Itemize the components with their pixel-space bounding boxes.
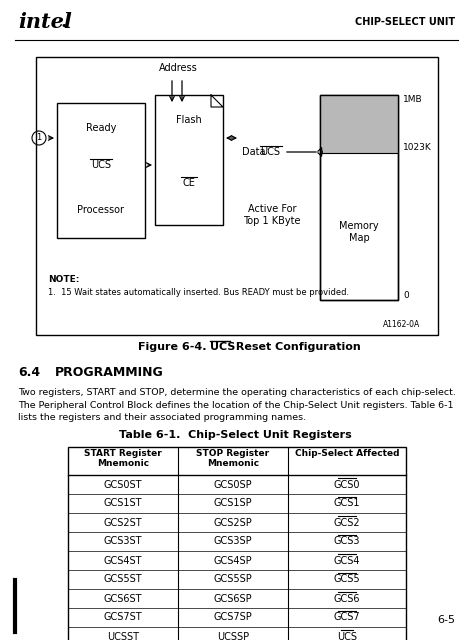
Text: GCS0ST: GCS0ST bbox=[104, 479, 142, 490]
Text: GCS4SP: GCS4SP bbox=[214, 556, 252, 566]
Text: GCS2: GCS2 bbox=[333, 518, 360, 527]
Text: UCS: UCS bbox=[210, 342, 236, 352]
Text: GCS1ST: GCS1ST bbox=[104, 499, 142, 509]
Text: intel: intel bbox=[18, 12, 72, 32]
Text: Flash: Flash bbox=[176, 115, 202, 125]
Text: 1MB: 1MB bbox=[403, 95, 422, 104]
Text: STOP Register
Mnemonic: STOP Register Mnemonic bbox=[196, 449, 269, 468]
Text: CE: CE bbox=[183, 178, 195, 188]
Text: GCS5SP: GCS5SP bbox=[214, 575, 252, 584]
Text: GCS2ST: GCS2ST bbox=[104, 518, 142, 527]
Text: GCS7ST: GCS7ST bbox=[104, 612, 142, 623]
Text: START Register
Mnemonic: START Register Mnemonic bbox=[84, 449, 162, 468]
Text: GCS6SP: GCS6SP bbox=[214, 593, 252, 604]
Text: GCS6ST: GCS6ST bbox=[104, 593, 142, 604]
Text: Memory
Map: Memory Map bbox=[339, 221, 379, 243]
Text: CHIP-SELECT UNIT: CHIP-SELECT UNIT bbox=[355, 17, 455, 27]
Text: 0: 0 bbox=[403, 291, 409, 300]
Text: 1023K: 1023K bbox=[403, 143, 432, 152]
Text: UCSSP: UCSSP bbox=[217, 632, 249, 640]
Text: Reset Configuration: Reset Configuration bbox=[232, 342, 361, 352]
Text: NOTE:: NOTE: bbox=[48, 275, 80, 284]
Text: UCS: UCS bbox=[337, 632, 357, 640]
Bar bbox=[68, 447, 406, 640]
Text: UCS: UCS bbox=[91, 160, 111, 170]
Text: A1162-0A: A1162-0A bbox=[383, 320, 420, 329]
Text: 6.4: 6.4 bbox=[18, 366, 40, 379]
Text: Ready: Ready bbox=[86, 123, 116, 133]
Text: lists the registers and their associated programming names.: lists the registers and their associated… bbox=[18, 413, 306, 422]
Text: Figure 6-4.: Figure 6-4. bbox=[138, 342, 214, 352]
Text: UCSST: UCSST bbox=[107, 632, 139, 640]
Text: PROGRAMMING: PROGRAMMING bbox=[55, 366, 164, 379]
Bar bbox=[57, 103, 145, 238]
Text: GCS0SP: GCS0SP bbox=[214, 479, 252, 490]
Text: .: . bbox=[61, 13, 67, 31]
Text: GCS3SP: GCS3SP bbox=[214, 536, 252, 547]
Text: Table 6-1.  Chip-Select Unit Registers: Table 6-1. Chip-Select Unit Registers bbox=[119, 430, 351, 440]
Text: GCS4ST: GCS4ST bbox=[104, 556, 142, 566]
Text: GCS1SP: GCS1SP bbox=[214, 499, 252, 509]
Text: 6-5: 6-5 bbox=[437, 615, 455, 625]
Text: GCS4: GCS4 bbox=[334, 556, 360, 566]
Text: GCS7: GCS7 bbox=[333, 612, 360, 623]
Text: Address: Address bbox=[159, 63, 197, 73]
Text: GCS0: GCS0 bbox=[334, 479, 360, 490]
Text: Chip-Select Affected: Chip-Select Affected bbox=[295, 449, 399, 458]
Text: GCS6: GCS6 bbox=[334, 593, 360, 604]
Text: 1.  15 Wait states automatically inserted. Bus READY must be provided.: 1. 15 Wait states automatically inserted… bbox=[48, 288, 349, 297]
Text: GCS7SP: GCS7SP bbox=[214, 612, 252, 623]
Text: Active For
Top 1 KByte: Active For Top 1 KByte bbox=[243, 204, 301, 226]
Bar bbox=[320, 95, 398, 300]
Text: GCS3: GCS3 bbox=[334, 536, 360, 547]
Text: GCS3ST: GCS3ST bbox=[104, 536, 142, 547]
Bar bbox=[36, 57, 438, 335]
Text: GCS5ST: GCS5ST bbox=[104, 575, 142, 584]
Bar bbox=[155, 95, 223, 225]
Text: Processor: Processor bbox=[78, 205, 124, 215]
Text: The Peripheral Control Block defines the location of the Chip-Select Unit regist: The Peripheral Control Block defines the… bbox=[18, 401, 454, 410]
Text: UCS: UCS bbox=[260, 147, 280, 157]
Text: GCS5: GCS5 bbox=[333, 575, 360, 584]
Text: GCS1: GCS1 bbox=[334, 499, 360, 509]
Text: Data: Data bbox=[242, 147, 266, 157]
Text: Two registers, START and STOP, determine the operating characteristics of each c: Two registers, START and STOP, determine… bbox=[18, 388, 456, 397]
Bar bbox=[320, 95, 398, 300]
Text: GCS2SP: GCS2SP bbox=[214, 518, 252, 527]
Bar bbox=[320, 95, 398, 153]
Text: 1: 1 bbox=[36, 134, 41, 143]
